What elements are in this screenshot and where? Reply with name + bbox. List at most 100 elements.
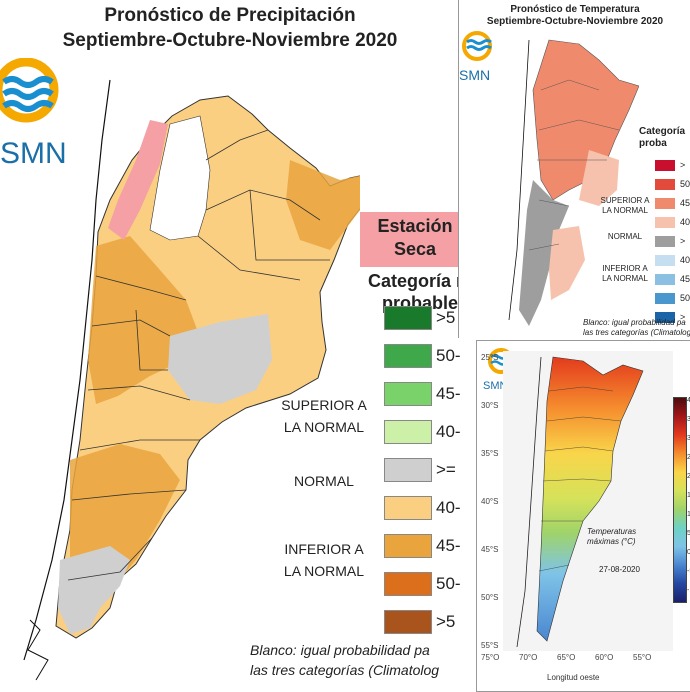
temp-legend-label: 45 bbox=[680, 274, 690, 284]
max-temp-colorbar-tick: 30 bbox=[687, 435, 690, 442]
max-temp-lat-tick: 55°S bbox=[481, 641, 499, 650]
temp-legend-swatch bbox=[655, 160, 675, 171]
precip-legend-swatch bbox=[384, 534, 432, 558]
precip-legend-label: >5 bbox=[436, 308, 456, 327]
temp-legend-label: 40 bbox=[680, 255, 690, 265]
temp-smn-logo-text: SMN bbox=[459, 67, 491, 83]
max-temp-colorbar-tick: 35 bbox=[687, 416, 690, 423]
max-temp-lat-tick: 30°S bbox=[481, 401, 499, 410]
max-temp-lon-tick: 60°O bbox=[595, 653, 614, 662]
max-temp-lat-tick: 40°S bbox=[481, 497, 499, 506]
precipitation-forecast-panel: Pronóstico de Precipitación Septiembre-O… bbox=[0, 5, 460, 681]
temp-legend-swatch bbox=[655, 312, 675, 323]
pacific-islands bbox=[27, 619, 49, 681]
dry-season-line2: Seca bbox=[393, 239, 437, 259]
temp-note-line2: las tres categorías (Climatolog bbox=[583, 328, 690, 337]
precip-legend-swatch bbox=[384, 496, 432, 520]
max-temp-date: 27-08-2020 bbox=[599, 565, 640, 574]
precip-legend-swatch bbox=[384, 572, 432, 596]
temp-group-superior: SUPERIOR A LA NORMAL bbox=[600, 196, 650, 215]
max-temp-legend-line2: máximas (°C) bbox=[587, 537, 636, 546]
max-temp-lon-tick: 55°O bbox=[633, 653, 652, 662]
temp-map bbox=[508, 39, 639, 326]
precip-note: Blanco: igual probabilidad pa las tres c… bbox=[250, 640, 439, 680]
max-temp-lat-tick: 45°S bbox=[481, 545, 499, 554]
max-temp-province-borders bbox=[538, 386, 622, 572]
precip-legend-swatch bbox=[384, 458, 432, 482]
temp-legend-swatch bbox=[655, 293, 675, 304]
max-smn-logo-text: SMN bbox=[483, 380, 508, 392]
temp-note-line1: Blanco: igual probabilidad pa bbox=[583, 318, 686, 327]
precip-legend-label: 40- bbox=[436, 498, 460, 517]
max-temp-colorbar-tick: 15 bbox=[687, 492, 690, 499]
temp-legend-swatch bbox=[655, 255, 675, 266]
precip-legend-swatch bbox=[384, 344, 432, 368]
temp-legend-label: > bbox=[680, 312, 686, 322]
temp-legend-swatch bbox=[655, 217, 675, 228]
chile-coast bbox=[23, 79, 111, 661]
precip-title-line1: Pronóstico de Precipitación bbox=[104, 5, 356, 26]
max-temp-colorbar-tick: 40 bbox=[687, 397, 690, 404]
max-temp-colorbar-tick: 5 bbox=[687, 530, 690, 537]
max-temp-colorbar-tick: 10 bbox=[687, 511, 690, 518]
smn-logo: SMN bbox=[0, 57, 76, 170]
temp-legend-swatch bbox=[655, 198, 675, 209]
precip-region-dark-orange-ne bbox=[286, 160, 360, 250]
max-temp-colorbar-tick: 25 bbox=[687, 454, 690, 461]
precip-region-gray-south bbox=[58, 546, 130, 634]
temp-category-line2: proba bbox=[639, 138, 667, 149]
precip-legend-label: 40- bbox=[436, 422, 460, 441]
max-temp-lat-tick: 50°S bbox=[481, 593, 499, 602]
max-temp-lon-tick: 65°O bbox=[557, 653, 576, 662]
smn-sun-icon bbox=[0, 57, 59, 123]
precip-legend-swatch bbox=[384, 382, 432, 406]
category-title-line1: Categoría m bbox=[367, 271, 460, 291]
temp-category-line1: Categoría bbox=[639, 126, 686, 137]
temp-legend-swatch bbox=[655, 274, 675, 285]
temp-title-line2: Septiembre-Octubre-Noviembre 2020 bbox=[486, 16, 664, 27]
precip-region-dry bbox=[108, 120, 168, 240]
max-temp-colorbar-tick: -5 bbox=[687, 568, 690, 575]
precip-legend-label: >= bbox=[436, 460, 456, 479]
precip-note-line1: Blanco: igual probabilidad pa bbox=[250, 642, 430, 658]
max-temp-legend-line1: Temperaturas bbox=[587, 527, 637, 536]
max-temp-lat-tick: 25°S bbox=[481, 353, 499, 362]
group-superior: SUPERIOR A LA NORMAL bbox=[281, 397, 367, 435]
max-temperature-panel: SMN Temperaturas máximas bbox=[476, 340, 690, 692]
max-temp-colorbar-tick: -10 bbox=[687, 587, 690, 594]
precip-legend-label: 45- bbox=[436, 536, 460, 555]
temp-legend-label: 40 bbox=[680, 217, 690, 227]
temp-legend-label: > bbox=[680, 160, 686, 170]
temp-smn-sun-icon bbox=[462, 31, 492, 61]
temp-group-normal: NORMAL bbox=[607, 232, 643, 241]
precip-legend-label: >5 bbox=[436, 612, 456, 631]
temperature-forecast-panel: Pronóstico de Temperatura Septiembre-Oct… bbox=[458, 0, 690, 338]
max-temp-lon-tick: 70°O bbox=[519, 653, 538, 662]
smn-logo-text: SMN bbox=[0, 137, 67, 170]
group-inferior: INFERIOR A LA NORMAL bbox=[283, 541, 365, 579]
temp-legend-label: 50 bbox=[680, 179, 690, 189]
max-temp-colorbar-tick: 0 bbox=[687, 549, 690, 556]
max-temp-colorbar-tick: 20 bbox=[687, 473, 690, 480]
max-temp-legend-text: Temperaturas máximas (°C) bbox=[587, 527, 636, 547]
precip-region-gray-center bbox=[168, 314, 272, 404]
dry-season-label: Estación Seca bbox=[360, 212, 460, 267]
group-normal: NORMAL bbox=[294, 473, 354, 489]
precip-legend-label: 50- bbox=[436, 574, 460, 593]
temp-region-light-warm-south bbox=[549, 226, 585, 300]
temp-legend-label: 50 bbox=[680, 293, 690, 303]
dry-season-line1: Estación bbox=[377, 216, 453, 236]
max-temp-axis-label: Longitud oeste bbox=[547, 673, 600, 682]
temp-chile-coast bbox=[508, 39, 530, 321]
precip-legend-label: 45- bbox=[436, 384, 460, 403]
temp-group-inferior: INFERIOR A LA NORMAL bbox=[602, 264, 648, 283]
precip-legend-swatch bbox=[384, 306, 432, 330]
precip-title-line2: Septiembre-Octubre-Noviembre 2020 bbox=[62, 30, 398, 51]
max-temp-chile-coast bbox=[516, 356, 542, 648]
temp-province-borders bbox=[528, 79, 620, 251]
max-temp-argentina bbox=[536, 356, 644, 642]
precip-legend-swatch bbox=[384, 420, 432, 444]
precip-legend-swatch bbox=[384, 610, 432, 634]
temp-legend-label: > bbox=[680, 236, 686, 246]
temp-smn-logo: SMN bbox=[459, 30, 499, 90]
